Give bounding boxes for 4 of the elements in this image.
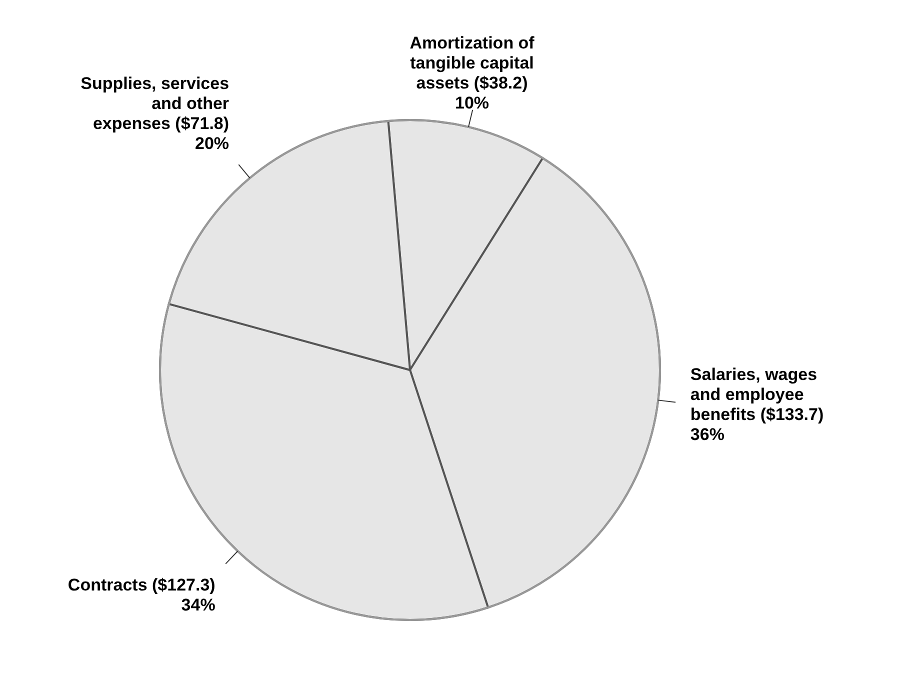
slice-label: Supplies, services and other expenses ($71.8) 20% [80,74,230,154]
slice-label: Amortization of tangible capital assets ($38.2) 10% [410,33,535,112]
slice-label: Salaries, wages and employee benefits ($133.7) 36% [690,365,824,444]
slice-label: Contracts ($127.3) 34% [68,576,216,615]
